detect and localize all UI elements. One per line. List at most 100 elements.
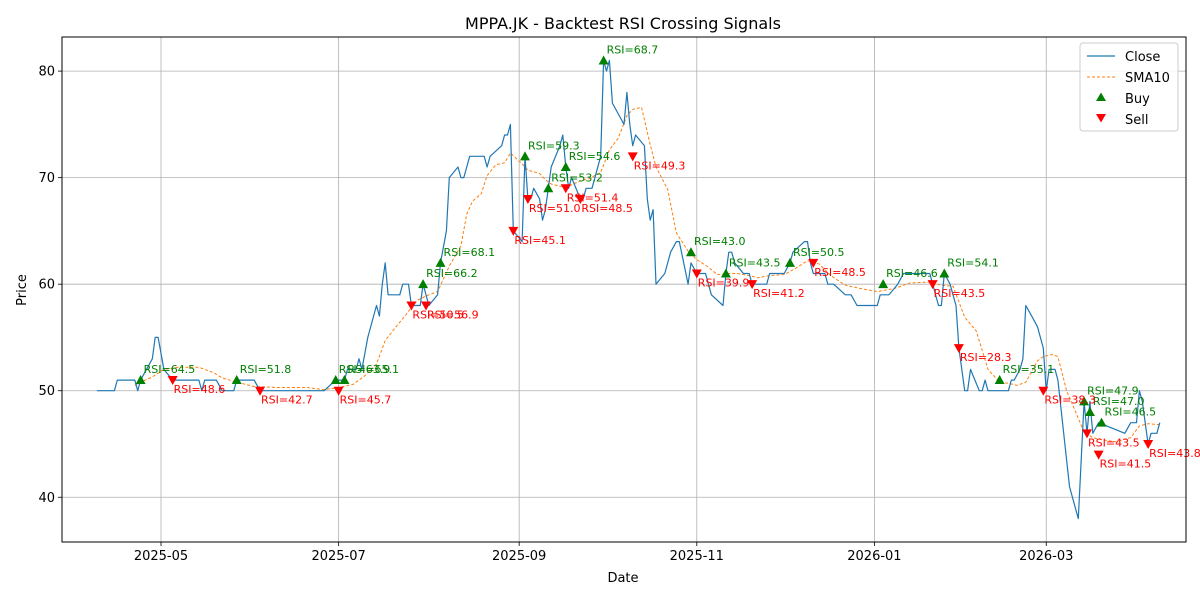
x-tick-label: 2025-09	[492, 549, 546, 564]
buy-signal-label: RSI=63.9	[339, 363, 391, 376]
buy-signal-marker	[685, 247, 696, 257]
sell-signal-marker	[953, 344, 964, 354]
legend-buy-marker	[1096, 92, 1106, 101]
y-tick-label: 50	[38, 384, 55, 399]
x-tick-label: 2025-05	[134, 549, 188, 564]
sell-signal-marker	[808, 258, 819, 268]
buy-signal-marker	[543, 183, 554, 193]
sell-signal-label: RSI=28.3	[960, 351, 1012, 364]
buy-signal-label: RSI=47.9	[1087, 384, 1139, 397]
legend-sell-marker	[1096, 114, 1106, 123]
sell-signal-marker	[522, 194, 533, 204]
legend-sell-label: Sell	[1125, 113, 1148, 128]
buy-signal-marker	[1096, 417, 1107, 427]
legend-sma-label: SMA10	[1125, 71, 1170, 86]
plot-area-frame	[61, 36, 1187, 543]
sell-signal-marker	[333, 386, 344, 396]
sell-signal-label: RSI=48.5	[581, 202, 633, 215]
sell-signal-marker	[575, 194, 586, 204]
buy-signal-label: RSI=68.7	[607, 43, 659, 56]
close-price-line	[96, 59, 1161, 520]
buy-signal-label: RSI=54.6	[569, 150, 621, 163]
sell-signal-label: RSI=51.0	[529, 202, 581, 215]
buy-signal-marker	[784, 257, 795, 267]
buy-signal-marker	[560, 161, 571, 171]
buy-signal-marker	[435, 257, 446, 267]
chart-title: MPPA.JK - Backtest RSI Crossing Signals	[465, 14, 781, 33]
x-tick-label: 2025-07	[311, 549, 365, 564]
y-tick-label: 40	[38, 491, 55, 506]
sell-signal-label: RSI=48.5	[814, 266, 866, 279]
legend-buy-label: Buy	[1125, 92, 1150, 107]
sell-signal-label: RSI=45.1	[514, 234, 566, 247]
sell-signal-marker	[508, 226, 519, 236]
x-tick-label: 2026-01	[847, 549, 901, 564]
sell-signal-label: RSI=42.7	[261, 394, 313, 407]
legend-close-label: Close	[1125, 50, 1160, 65]
x-tick-label: 2026-03	[1019, 549, 1073, 564]
legend-box	[1079, 42, 1179, 132]
sma10-line	[134, 106, 1160, 443]
legend: Close SMA10 Buy Sell	[1079, 42, 1179, 132]
sell-signal-marker	[627, 152, 638, 162]
buy-signal-label: RSI=53.2	[551, 171, 603, 184]
buy-signal-label: RSI=47.0	[1093, 395, 1145, 408]
sell-signal-marker	[406, 301, 417, 311]
buy-signal-label: RSI=54.1	[947, 257, 999, 270]
sell-signal-marker	[691, 269, 702, 279]
sell-signal-marker	[747, 280, 758, 290]
buy-signal-marker	[1084, 407, 1095, 417]
sell-signal-label: RSI=39.9	[698, 277, 750, 290]
y-tick-label: 70	[38, 171, 55, 186]
buy-signal-marker	[598, 55, 609, 65]
buy-signal-label: RSI=43.5	[729, 257, 781, 270]
buy-signal-marker	[418, 279, 429, 289]
y-tick-label: 80	[38, 65, 55, 80]
close-series	[96, 59, 1161, 520]
sell-signal-label: RSI=50.5	[412, 308, 464, 321]
sell-signal-label: RSI=51.4	[567, 191, 619, 204]
buy-signal-marker	[939, 268, 950, 278]
buy-signal-marker	[135, 375, 146, 385]
sell-signal-marker	[1081, 429, 1092, 439]
sell-signal-label: RSI=49.3	[634, 159, 686, 172]
sell-signal-label: RSI=48.6	[174, 383, 226, 396]
sell-signal-label: RSI=43.8	[1149, 447, 1200, 460]
buy-signal-marker	[231, 375, 242, 385]
x-axis-title: Date	[607, 571, 638, 586]
sell-signal-marker	[420, 301, 431, 311]
buy-signal-label: RSI=43.0	[694, 235, 746, 248]
buy-signal-label: RSI=59.3	[528, 139, 580, 152]
sell-signal-marker	[255, 386, 266, 396]
sell-signal-label: RSI=43.5	[1088, 436, 1140, 449]
signal-markers	[135, 55, 1154, 460]
buy-signal-marker	[878, 279, 889, 289]
grid-lines	[62, 37, 1186, 542]
buy-signal-label: RSI=51.8	[240, 363, 292, 376]
y-tick-label: 60	[38, 278, 55, 293]
sell-signal-marker	[167, 376, 178, 386]
buy-signal-label: RSI=64.5	[144, 363, 196, 376]
buy-signal-marker	[330, 375, 341, 385]
buy-signal-label: RSI=66.2	[426, 267, 478, 280]
sell-signal-marker	[1143, 439, 1154, 449]
x-tick-label: 2025-11	[670, 549, 724, 564]
buy-signal-label: RSI=46.5	[1105, 406, 1157, 419]
buy-signal-marker	[994, 375, 1005, 385]
buy-signal-marker	[519, 151, 530, 161]
sell-signal-label: RSI=38.3	[1044, 394, 1096, 407]
buy-signal-label: RSI=68.1	[444, 246, 496, 259]
buy-signal-label: RSI=65.1	[347, 363, 399, 376]
sell-signal-marker	[927, 280, 938, 290]
sma-series	[134, 106, 1160, 443]
buy-signal-label: RSI=46.6	[886, 267, 938, 280]
y-axis-title: Price	[15, 274, 30, 306]
buy-signal-label: RSI=50.5	[793, 246, 845, 259]
y-axis: 40 50 60 70 80	[38, 65, 62, 506]
sell-signal-label: RSI=45.7	[340, 394, 392, 407]
sell-signal-marker	[1093, 450, 1104, 460]
sell-signal-marker	[560, 184, 571, 194]
